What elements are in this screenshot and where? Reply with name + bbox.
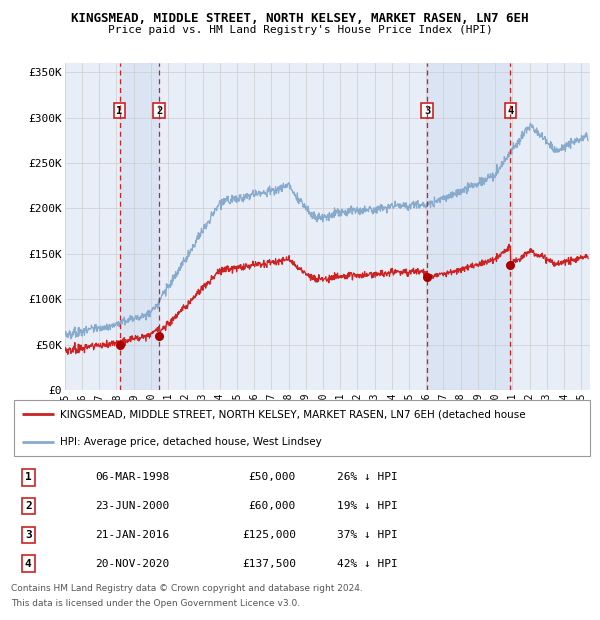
Text: 3: 3 <box>25 530 32 540</box>
Text: 3: 3 <box>424 105 430 115</box>
Text: 21-JAN-2016: 21-JAN-2016 <box>95 530 169 540</box>
Text: This data is licensed under the Open Government Licence v3.0.: This data is licensed under the Open Gov… <box>11 599 300 608</box>
Text: 4: 4 <box>25 559 32 569</box>
Text: KINGSMEAD, MIDDLE STREET, NORTH KELSEY, MARKET RASEN, LN7 6EH (detached house: KINGSMEAD, MIDDLE STREET, NORTH KELSEY, … <box>60 409 526 420</box>
Text: £137,500: £137,500 <box>242 559 296 569</box>
Bar <box>427 63 511 390</box>
Text: 23-JUN-2000: 23-JUN-2000 <box>95 501 169 511</box>
Text: £50,000: £50,000 <box>249 472 296 482</box>
Text: 2: 2 <box>25 501 32 511</box>
Text: 42% ↓ HPI: 42% ↓ HPI <box>337 559 397 569</box>
Text: Price paid vs. HM Land Registry's House Price Index (HPI): Price paid vs. HM Land Registry's House … <box>107 25 493 35</box>
Text: £125,000: £125,000 <box>242 530 296 540</box>
Text: 2: 2 <box>156 105 162 115</box>
Text: 26% ↓ HPI: 26% ↓ HPI <box>337 472 397 482</box>
Text: 20-NOV-2020: 20-NOV-2020 <box>95 559 169 569</box>
Text: KINGSMEAD, MIDDLE STREET, NORTH KELSEY, MARKET RASEN, LN7 6EH: KINGSMEAD, MIDDLE STREET, NORTH KELSEY, … <box>71 12 529 25</box>
Text: 1: 1 <box>116 105 122 115</box>
Text: 06-MAR-1998: 06-MAR-1998 <box>95 472 169 482</box>
Text: 4: 4 <box>508 105 514 115</box>
Text: 1: 1 <box>25 472 32 482</box>
Text: 37% ↓ HPI: 37% ↓ HPI <box>337 530 397 540</box>
Text: Contains HM Land Registry data © Crown copyright and database right 2024.: Contains HM Land Registry data © Crown c… <box>11 584 362 593</box>
FancyBboxPatch shape <box>14 401 590 456</box>
Text: 19% ↓ HPI: 19% ↓ HPI <box>337 501 397 511</box>
Text: £60,000: £60,000 <box>249 501 296 511</box>
Text: HPI: Average price, detached house, West Lindsey: HPI: Average price, detached house, West… <box>60 437 322 448</box>
Bar <box>119 63 159 390</box>
